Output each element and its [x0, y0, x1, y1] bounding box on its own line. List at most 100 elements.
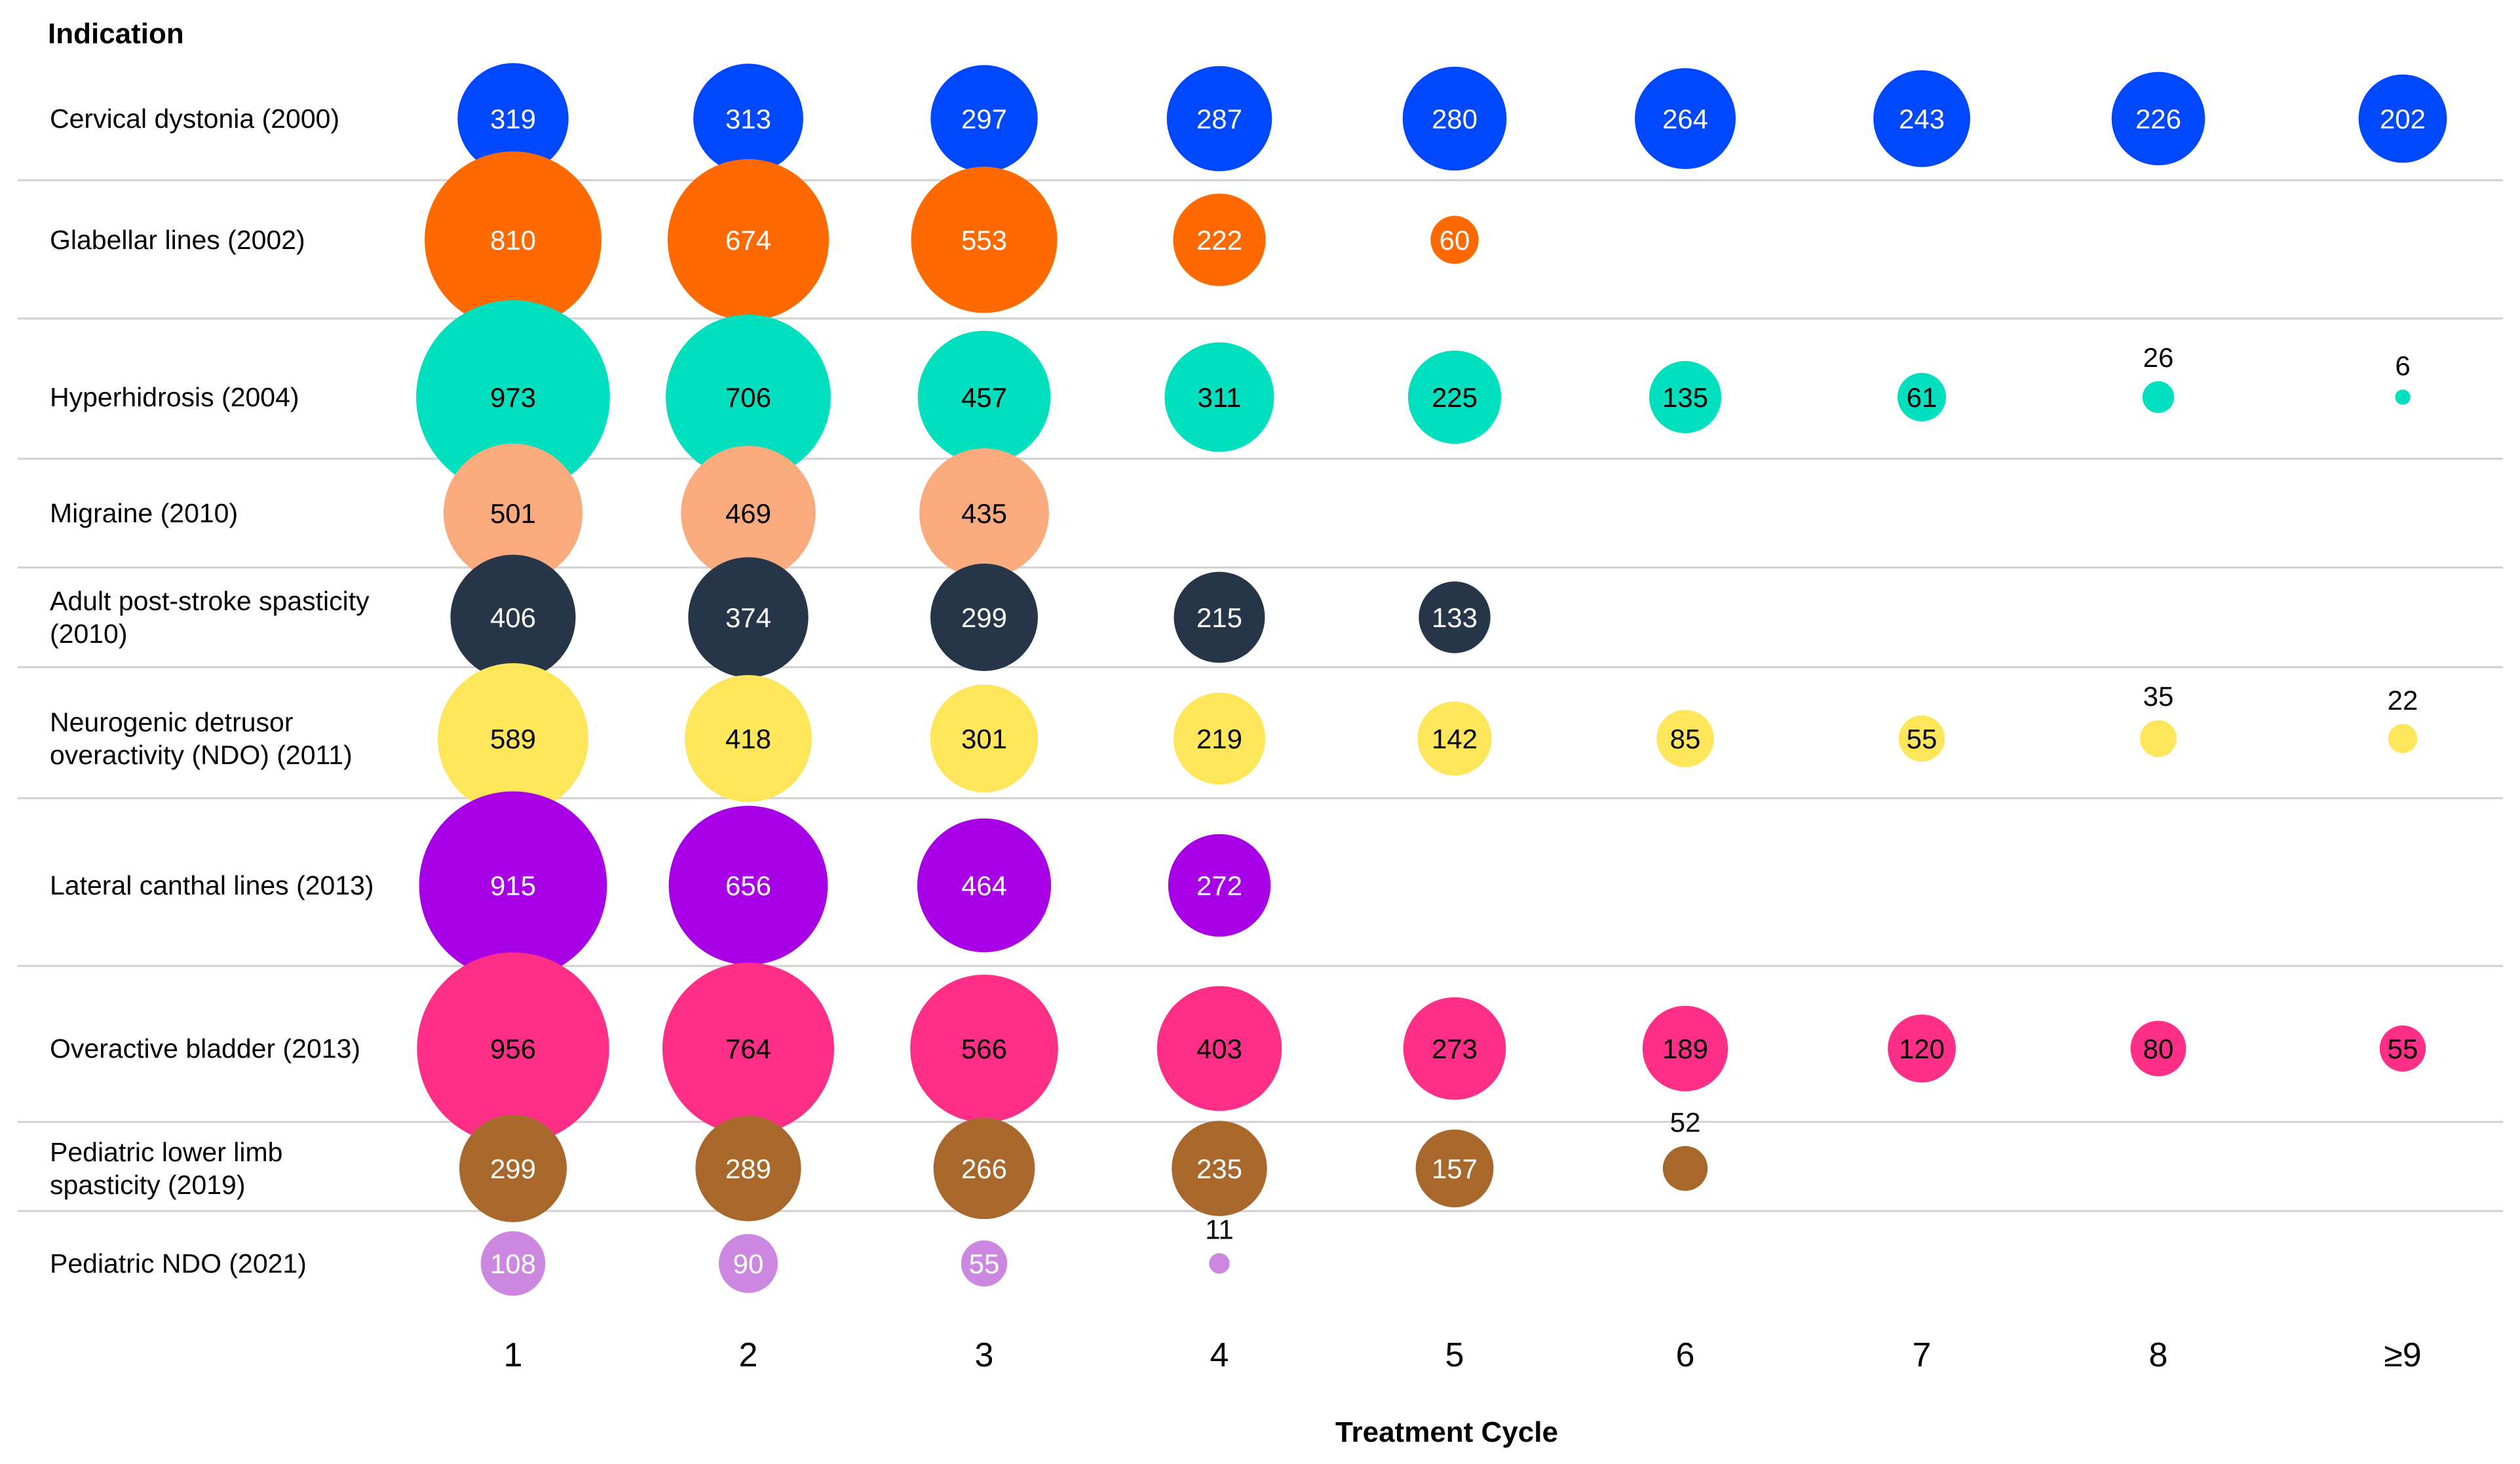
data-label: 403 — [1196, 1033, 1242, 1064]
bubble — [417, 952, 609, 1145]
bubble — [930, 65, 1038, 172]
data-label: 215 — [1196, 602, 1242, 633]
data-label: 915 — [490, 870, 536, 901]
series-row: Hyperhidrosis (2004) 973 706 457 311 225 135 61… — [50, 300, 2411, 494]
data-label: 764 — [725, 1033, 771, 1064]
data-label: 418 — [725, 723, 771, 754]
data-label: 299 — [961, 602, 1007, 633]
bubble — [1168, 834, 1271, 937]
data-label: 406 — [490, 602, 536, 633]
data-label: 266 — [961, 1153, 1007, 1184]
data-label: 435 — [961, 498, 1007, 529]
data-label: 133 — [1432, 602, 1478, 633]
bubble — [2395, 389, 2411, 405]
bubble — [457, 63, 569, 174]
series-label: Overactive bladder (2013) — [50, 1033, 360, 1064]
data-label: 313 — [725, 104, 771, 134]
x-tick-label: 6 — [1676, 1336, 1695, 1374]
bubble — [668, 805, 828, 965]
bubble — [1415, 1129, 1494, 1208]
bubble — [662, 963, 834, 1134]
series-label: overactivity (NDO) (2011) — [50, 740, 353, 770]
data-label: 6 — [2395, 350, 2410, 381]
bubble — [1649, 360, 1722, 434]
data-label: 226 — [2135, 104, 2181, 134]
bubble — [416, 300, 610, 494]
bubble — [1642, 1005, 1728, 1092]
series-label: Cervical dystonia (2000) — [50, 104, 339, 134]
data-label: 60 — [1440, 225, 1470, 256]
data-label: 319 — [490, 104, 536, 134]
data-label: 973 — [490, 382, 536, 413]
series-row: Overactive bladder (2013) 956 764 566 403 273… — [50, 952, 2426, 1145]
data-label: 11 — [1205, 1214, 1234, 1244]
data-label: 26 — [2143, 342, 2174, 373]
bubble — [1166, 66, 1272, 172]
bubble — [1430, 216, 1479, 264]
bubble — [2142, 381, 2175, 414]
bubble — [917, 818, 1052, 953]
series-label: spasticity (2019) — [50, 1170, 246, 1200]
bubble — [681, 446, 816, 581]
bubble — [719, 1234, 778, 1293]
bubble — [1164, 342, 1274, 452]
bubble — [1898, 373, 1946, 421]
data-label: 299 — [490, 1153, 536, 1184]
bubble — [1209, 1253, 1230, 1274]
bubble — [1873, 70, 1970, 167]
data-label: 85 — [1670, 723, 1701, 754]
bubble — [910, 974, 1058, 1123]
series-row: Pediatric NDO (2021) 108 90 55 11 — [50, 1214, 1234, 1296]
data-label: 219 — [1196, 723, 1242, 754]
data-label: 553 — [961, 225, 1007, 256]
x-tick-label: 8 — [2149, 1336, 2168, 1374]
data-label: 289 — [725, 1153, 771, 1184]
data-label: 589 — [490, 723, 536, 754]
data-label: 222 — [1196, 225, 1242, 256]
data-label: 464 — [961, 870, 1007, 901]
data-label: 142 — [1432, 723, 1478, 754]
data-label: 202 — [2380, 104, 2426, 134]
bubble — [930, 684, 1039, 793]
data-label: 80 — [2143, 1033, 2174, 1064]
bubble — [1402, 66, 1507, 171]
bubble — [1662, 1146, 1708, 1191]
bubble — [695, 1115, 801, 1222]
data-label: 120 — [1899, 1033, 1945, 1064]
bubble — [1419, 581, 1491, 653]
bubble — [2379, 1025, 2426, 1072]
data-label: 189 — [1662, 1033, 1708, 1064]
bubble — [1403, 997, 1506, 1100]
data-label: 706 — [725, 382, 771, 413]
data-label: 55 — [1907, 723, 1938, 754]
series-label: Pediatric lower limb — [50, 1137, 282, 1167]
data-label: 90 — [733, 1248, 764, 1279]
data-label: 656 — [725, 870, 771, 901]
bubble — [685, 675, 812, 802]
data-label: 287 — [1196, 104, 1242, 134]
bubble — [919, 448, 1049, 578]
row-header: Indication — [48, 18, 184, 50]
bubble — [1407, 350, 1502, 444]
bubble — [459, 1115, 567, 1222]
series-row: Adult post-stroke spasticity(2010) 406 374… — [50, 554, 1491, 680]
x-tick-label: 1 — [504, 1336, 523, 1374]
data-label: 273 — [1432, 1033, 1478, 1064]
data-label: 674 — [725, 225, 771, 256]
data-label: 264 — [1662, 104, 1708, 134]
series-row: Glabellar lines (2002) 810 674 553 222 60 — [50, 151, 1479, 328]
data-label: 566 — [961, 1033, 1007, 1064]
series-row: Cervical dystonia (2000) 319 313 297 287 280 2… — [50, 63, 2447, 174]
series-label: Neurogenic detrusor — [50, 707, 293, 737]
data-label: 301 — [961, 723, 1007, 754]
series-label: (2010) — [50, 619, 128, 649]
x-tick-label: 4 — [1210, 1336, 1229, 1374]
bubble — [1656, 710, 1714, 767]
data-label: 35 — [2143, 681, 2174, 712]
data-label: 469 — [725, 498, 771, 529]
bubble — [1173, 193, 1266, 286]
x-axis-label: Treatment Cycle — [1335, 1416, 1558, 1448]
